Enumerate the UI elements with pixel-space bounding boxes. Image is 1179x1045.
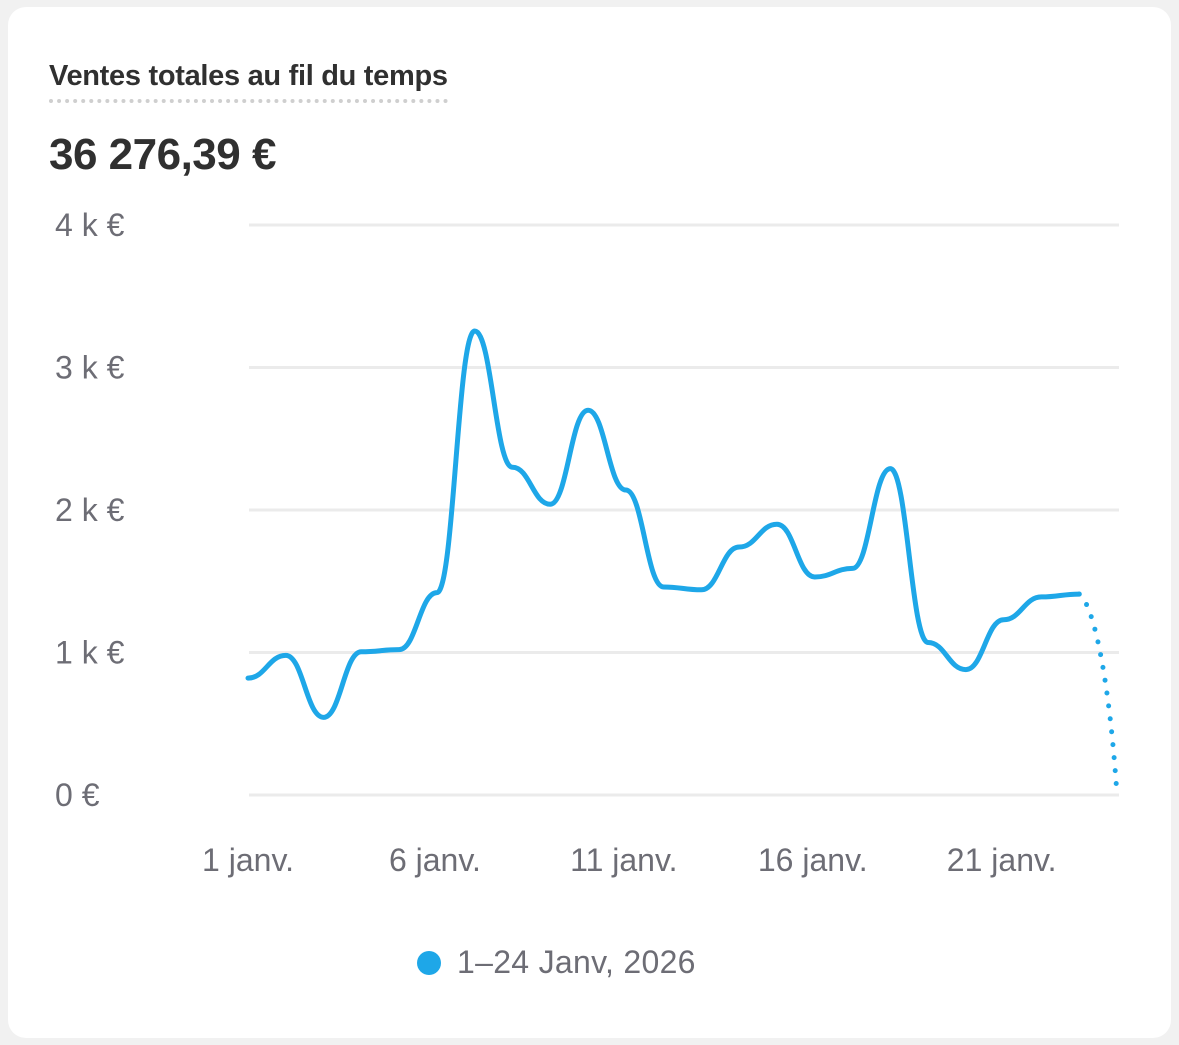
x-tick-label: 16 janv. <box>758 842 868 878</box>
legend-label: 1–24 Janv, 2026 <box>457 944 696 980</box>
chart-gridlines <box>249 223 1119 797</box>
sales-over-time-card: Ventes totales au fil du temps 36 276,39… <box>8 7 1171 1038</box>
series-line-projection <box>1076 591 1120 798</box>
x-tick-label: 6 janv. <box>389 842 481 878</box>
legend-dot-icon <box>417 950 441 975</box>
series-line[interactable] <box>245 328 1082 720</box>
x-tick-label: 21 janv. <box>947 842 1057 878</box>
y-tick-label: 3 k € <box>55 350 125 386</box>
y-axis-labels: 0 € 1 k € 2 k € 3 k € 4 k € <box>55 207 125 813</box>
y-tick-label: 4 k € <box>55 207 125 243</box>
x-tick-label: 1 janv. <box>202 842 294 878</box>
total-sales-value: 36 276,39 € <box>49 130 276 179</box>
x-axis-labels: 1 janv. 6 janv. 11 janv. 16 janv. 21 janv. <box>202 842 1056 878</box>
y-tick-label: 2 k € <box>55 492 125 528</box>
chart-legend[interactable]: 1–24 Janv, 2026 <box>417 944 696 981</box>
chart-title[interactable]: Ventes totales au fil du temps <box>49 59 448 103</box>
y-tick-label: 1 k € <box>55 635 125 671</box>
x-tick-label: 11 janv. <box>570 842 677 878</box>
y-tick-label: 0 € <box>55 777 100 813</box>
